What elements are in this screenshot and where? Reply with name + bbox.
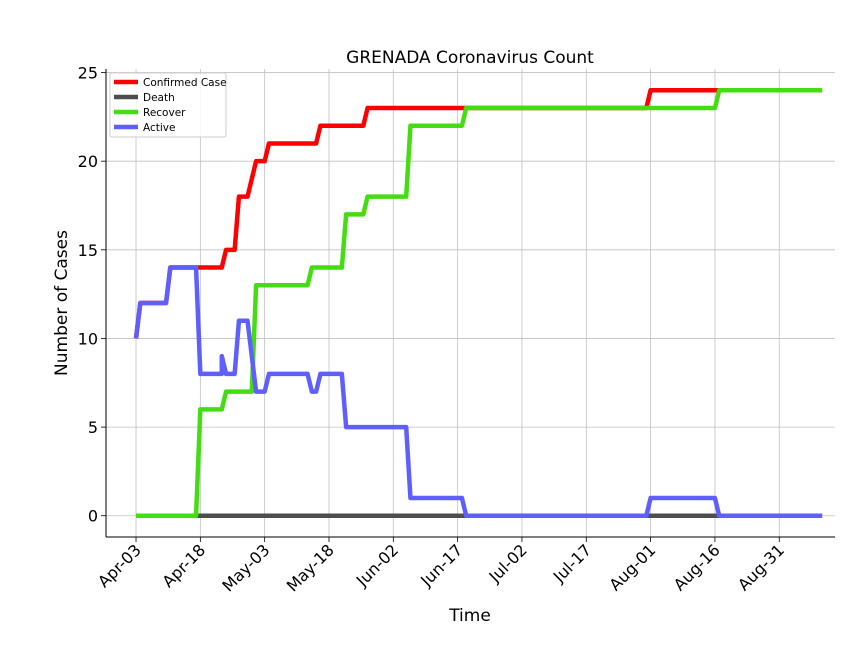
y-tick-label: 5 bbox=[88, 418, 98, 437]
y-tick-label: 10 bbox=[78, 329, 98, 348]
grid bbox=[106, 69, 835, 537]
x-tick-label: Jun-02 bbox=[352, 540, 402, 590]
legend-label: Death bbox=[143, 92, 175, 104]
legend-label: Active bbox=[143, 122, 175, 134]
series-line-confirmed-case bbox=[133, 88, 823, 339]
x-axis-label: Time bbox=[448, 606, 491, 626]
y-tick-label: 20 bbox=[78, 152, 98, 171]
x-tick-label: Apr-18 bbox=[158, 540, 209, 591]
y-tick-label: 25 bbox=[78, 64, 98, 83]
x-tick-label: Aug-31 bbox=[734, 540, 788, 594]
series-group bbox=[133, 88, 823, 518]
x-tick-label: May-03 bbox=[218, 540, 273, 595]
x-tick-label: Jul-02 bbox=[485, 540, 531, 586]
legend-label: Confirmed Case bbox=[143, 77, 227, 89]
x-tick-label: Jun-17 bbox=[416, 540, 466, 590]
legend: Confirmed Case Death Recover Active bbox=[109, 72, 227, 138]
axes bbox=[105, 69, 835, 538]
x-tick-label: Aug-01 bbox=[605, 540, 659, 594]
series-line-recover bbox=[136, 88, 823, 518]
x-tick-label: Apr-03 bbox=[94, 540, 145, 591]
y-tick-label: 15 bbox=[78, 241, 98, 260]
chart-title: GRENADA Coronavirus Count bbox=[346, 48, 594, 68]
series-line-active bbox=[133, 265, 823, 518]
y-axis-label: Number of Cases bbox=[52, 230, 72, 376]
x-tick-label: May-18 bbox=[283, 540, 338, 595]
legend-label: Recover bbox=[143, 107, 186, 119]
x-tick-label: Aug-16 bbox=[670, 540, 724, 594]
legend-box bbox=[109, 72, 227, 138]
x-tick-label: Jul-17 bbox=[549, 540, 595, 586]
y-tick-label: 0 bbox=[88, 507, 98, 526]
